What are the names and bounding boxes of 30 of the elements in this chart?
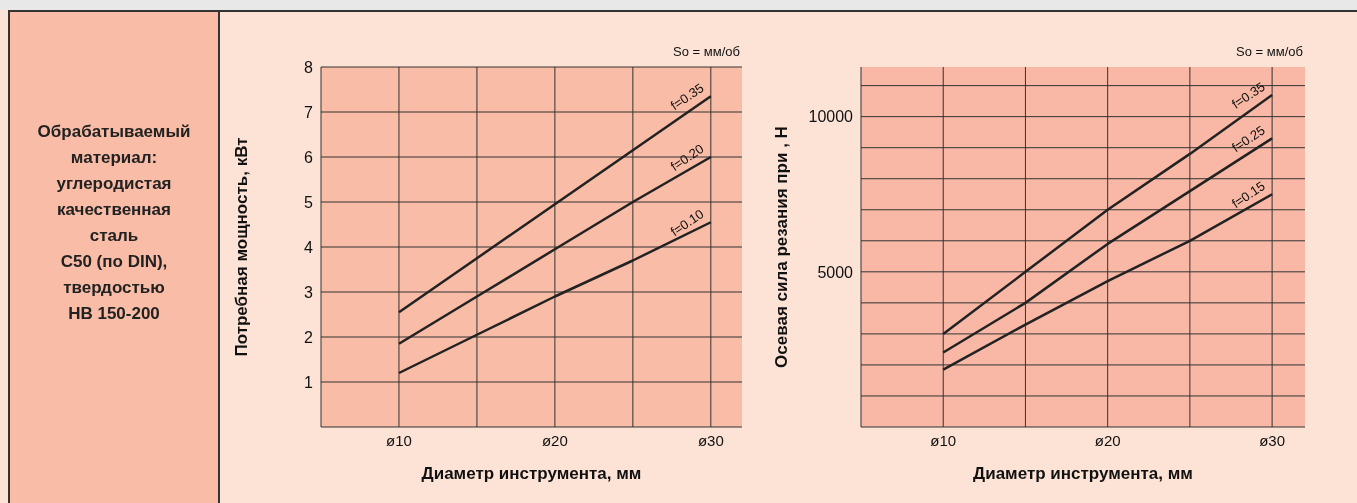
text: материал: [70,146,158,169]
y-tick-label: 2 [304,328,314,346]
y-tick-label: 5 [304,193,314,211]
x-tick-label: ø30 [1259,431,1286,449]
y-tick-label: 6 [304,148,314,166]
y-tick-label: 8 [304,58,314,76]
text: C50 (по DIN), [60,250,168,273]
y-axis-title: Осевая сила резания при , Н [772,126,792,368]
y-tick-label: 5000 [817,263,854,281]
x-tick-label: ø20 [541,431,568,449]
text: So = мм/об [1236,44,1303,59]
y-tick-label: 1 [304,373,314,391]
x-axis-title: Диаметр инструмента, мм [421,464,642,483]
x-tick-label: ø10 [930,431,957,449]
x-tick-label: ø10 [386,431,412,449]
text: углеродистая [56,172,172,195]
text: HB 150-200 [68,302,160,325]
text: Обрабатываемый [37,120,191,143]
text: твердостью [63,276,165,299]
y-tick-label: 7 [304,103,314,121]
text: So = мм/об [673,44,740,59]
text: качественная [56,198,171,221]
x-axis-title: Диаметр инструмента, мм [973,464,1193,483]
text: сталь [89,224,139,247]
y-tick-label: 4 [304,238,314,256]
x-tick-label: ø20 [1094,431,1121,449]
y-tick-label: 10000 [808,108,854,126]
x-tick-label: ø30 [697,431,724,449]
y-axis-title: Потребная мощность, кВт [232,137,252,357]
y-tick-label: 3 [304,283,314,301]
